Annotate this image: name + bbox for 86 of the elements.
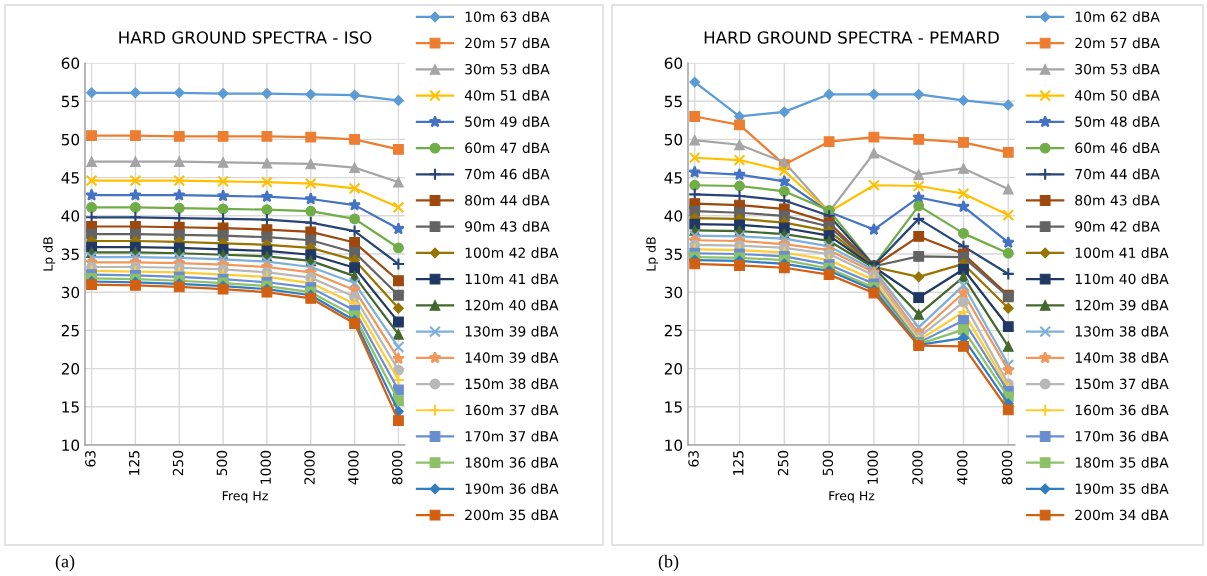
legend-label: 190m 35 dBA (1075, 483, 1169, 494)
legend-label: 40m 51 dBA (464, 89, 550, 101)
legend-label: 120m 39 dBA (1075, 299, 1169, 311)
legend-label: 10m 62 dBA (1075, 11, 1160, 23)
legend-label: 30m 53 dBA (465, 63, 550, 75)
y-tick-label: 40 (61, 210, 80, 222)
y-tick-label: 45 (61, 172, 79, 184)
legend-label: 70m 46 dBA (465, 168, 550, 180)
x-tick-label: 8000 (391, 450, 403, 485)
y-tick-label: 25 (664, 324, 682, 337)
x-tick-label: 500 (216, 450, 228, 476)
x-tick-label: 125 (128, 451, 140, 475)
legend-label: 180m 35 dBA (1075, 456, 1169, 468)
x-tick-label: 2000 (304, 450, 315, 485)
legend-label: 100m 41 dBA (1075, 247, 1169, 258)
x-tick-label: 1000 (867, 450, 878, 484)
y-tick-label: 40 (664, 210, 683, 222)
y-tick-label: 55 (61, 95, 79, 108)
legend-label: 120m 40 dBA (465, 299, 559, 311)
x-tick-label: 500 (822, 450, 834, 476)
legend-label: 130m 38 dBA (1075, 325, 1169, 337)
x-axis-title: Freq Hz (222, 491, 268, 503)
y-tick-label: 60 (61, 57, 80, 70)
y-tick-label: 20 (61, 363, 80, 375)
legend-label: 30m 53 dBA (1075, 63, 1160, 75)
legend-label: 110m 40 dBA (1075, 273, 1169, 285)
y-tick-label: 50 (664, 133, 683, 146)
legend-label: 20m 57 dBA (465, 37, 550, 49)
y-tick-label: 20 (664, 363, 683, 375)
legend-label: 70m 44 dBA (1075, 168, 1160, 180)
legend-label: 170m 36 dBA (1075, 430, 1169, 442)
y-tick-label: 10 (62, 439, 80, 452)
x-tick-label: 4000 (348, 450, 359, 485)
legend-label: 80m 44 dBA (465, 194, 550, 206)
y-tick-label: 30 (61, 286, 80, 299)
legend-label: 40m 50 dBA (1075, 89, 1160, 101)
y-tick-label: 15 (665, 401, 682, 413)
x-tick-label: 250 (777, 450, 789, 476)
y-tick-label: 60 (664, 57, 683, 70)
legend-label: 90m 43 dBA (465, 221, 550, 232)
legend-label: 100m 42 dBA (465, 247, 559, 258)
x-tick-label: 2000 (912, 450, 923, 485)
y-tick-label: 55 (664, 95, 682, 108)
text: (b) (658, 554, 679, 572)
legend-label: 160m 36 dBA (1075, 404, 1169, 416)
x-axis-title: Freq Hz (829, 491, 875, 503)
chart-title: HARD GROUND SPECTRA - ISO (119, 31, 372, 44)
legend-label: 140m 38 dBA (1075, 352, 1169, 363)
text: (a) (55, 554, 75, 572)
y-tick-label: 15 (62, 401, 79, 413)
x-tick-label: 250 (172, 450, 184, 476)
chart-title: HARD GROUND SPECTRA - PEMARD (704, 31, 999, 44)
legend-label: 10m 63 dBA (465, 11, 550, 23)
legend-label: 110m 41 dBA (465, 273, 559, 285)
x-tick-label: 1000 (260, 450, 271, 484)
y-axis-title: Lp dB (646, 237, 659, 271)
legend-label: 150m 38 dBA (465, 378, 559, 390)
legend-label: 20m 57 dBA (1075, 37, 1160, 49)
x-tick-label: 125 (733, 451, 744, 475)
y-axis-title: Lp dB (43, 237, 56, 271)
x-tick-label: 8000 (1001, 450, 1013, 485)
y-tick-label: 10 (665, 439, 683, 452)
y-tick-label: 35 (61, 248, 79, 261)
x-tick-label: 63 (85, 450, 96, 467)
legend-label: 190m 36 dBA (465, 483, 559, 494)
legend-label: 50m 49 dBA (465, 116, 550, 127)
legend-label: 60m 47 dBA (465, 142, 550, 154)
y-tick-label: 30 (664, 286, 683, 299)
legend-label: 50m 48 dBA (1075, 116, 1160, 127)
legend-label: 90m 42 dBA (1075, 221, 1160, 232)
y-tick-label: 25 (61, 324, 79, 337)
x-tick-label: 4000 (957, 450, 968, 485)
legend-label: 200m 35 dBA (465, 509, 559, 521)
legend-label: 170m 37 dBA (465, 430, 559, 442)
x-tick-label: 63 (688, 450, 699, 467)
y-tick-label: 50 (61, 133, 80, 146)
legend-label: 200m 34 dBA (1075, 509, 1169, 521)
y-tick-label: 35 (664, 248, 682, 261)
legend-label: 80m 43 dBA (1075, 194, 1160, 206)
legend-label: 60m 46 dBA (1075, 142, 1160, 154)
legend-label: 180m 36 dBA (465, 456, 559, 468)
legend-label: 130m 39 dBA (465, 325, 559, 337)
legend-label: 160m 37 dBA (465, 404, 559, 416)
legend-label: 140m 39 dBA (465, 352, 559, 363)
y-tick-label: 45 (664, 172, 682, 184)
legend-label: 150m 37 dBA (1075, 378, 1169, 390)
